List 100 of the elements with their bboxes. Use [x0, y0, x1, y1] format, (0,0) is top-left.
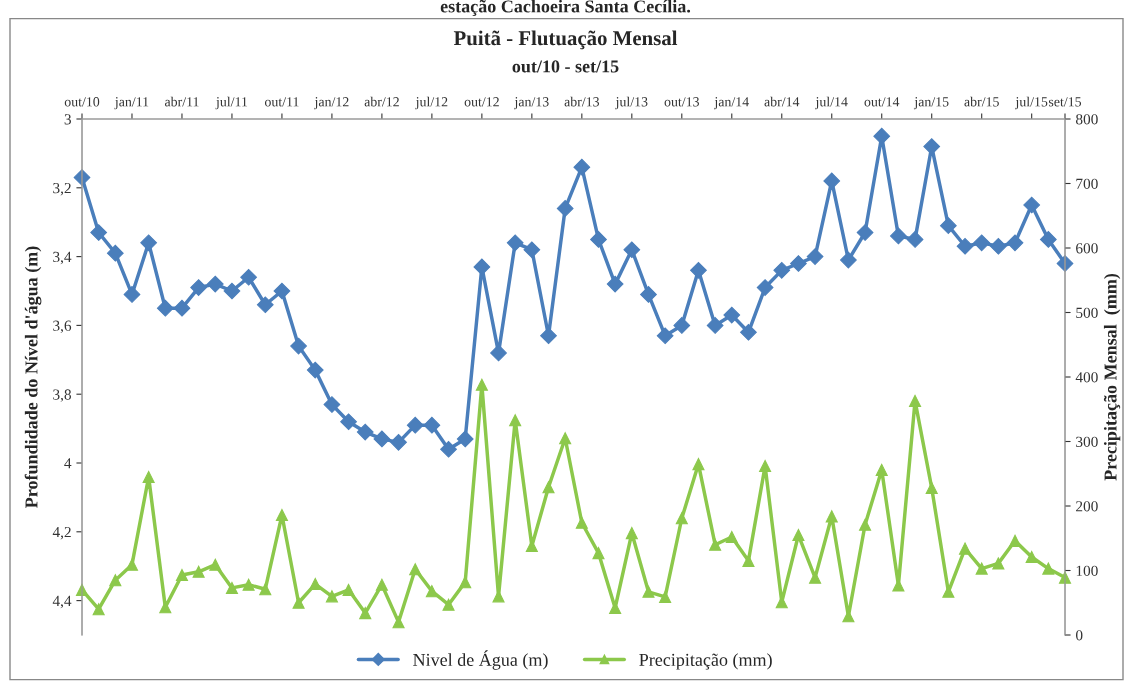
point — [140, 234, 158, 252]
point — [709, 538, 722, 551]
point — [192, 565, 205, 578]
x-tick-label: out/10 — [64, 97, 100, 107]
point — [306, 361, 324, 379]
x-tick-label: abr/13 — [564, 96, 600, 107]
chart-subtitle: out/10 - set/15 — [512, 60, 619, 73]
x-tick-label: jan/13 — [514, 97, 549, 110]
point — [875, 463, 888, 476]
y2-tick-label: 600 — [1076, 243, 1098, 254]
y2-tick-label: 700 — [1076, 178, 1098, 189]
point — [106, 244, 124, 262]
point — [989, 237, 1007, 255]
y2-tick-label: 500 — [1076, 307, 1098, 318]
point — [225, 581, 239, 594]
point — [706, 317, 724, 334]
point — [656, 327, 674, 345]
point — [275, 508, 289, 522]
point — [809, 571, 822, 584]
point — [592, 547, 605, 560]
point — [606, 275, 624, 293]
point — [173, 299, 191, 317]
point — [925, 481, 938, 495]
y-tick-label: 3,2 — [53, 182, 71, 196]
point — [109, 574, 122, 587]
legend-label: Precipitação (mm) — [639, 653, 772, 670]
legend-label: Nivel de Água (m) — [413, 650, 548, 670]
point — [209, 558, 222, 571]
point — [659, 590, 672, 604]
point — [956, 237, 974, 255]
point — [792, 528, 805, 542]
point — [325, 590, 338, 603]
point — [1008, 534, 1022, 547]
point — [625, 527, 638, 540]
y2-axis-title: Precipitação Mensal (mm) — [1103, 273, 1121, 481]
point — [773, 261, 791, 279]
point — [206, 275, 224, 293]
point — [790, 255, 807, 272]
point — [175, 568, 189, 582]
x-tick-label: jul/13 — [615, 96, 648, 110]
point — [392, 616, 405, 629]
point — [559, 432, 572, 445]
point — [240, 268, 257, 286]
point — [673, 317, 691, 334]
x-tick-label: abr/12 — [364, 96, 399, 107]
y-tick-label: 4,2 — [52, 526, 71, 540]
point — [423, 416, 441, 434]
point — [590, 231, 607, 248]
y-tick-label: 3 — [64, 114, 71, 125]
point — [342, 583, 355, 596]
x-tick-label: jul/11 — [215, 96, 248, 110]
y-tick-label: 4,4 — [52, 595, 72, 609]
y2-tick-label: 100 — [1076, 565, 1098, 576]
point — [1025, 550, 1038, 564]
x-tick-label: out/11 — [264, 97, 299, 107]
point — [92, 603, 105, 616]
point — [256, 296, 274, 314]
point — [575, 516, 588, 529]
point — [975, 562, 988, 575]
point — [540, 327, 557, 345]
point — [923, 138, 941, 155]
point — [406, 416, 424, 434]
point — [858, 518, 872, 531]
x-tick-label: abr/15 — [964, 96, 999, 107]
point — [573, 158, 591, 176]
point — [556, 200, 574, 217]
x-tick-label: jul/14 — [815, 96, 848, 110]
x-tick-label: out/13 — [664, 97, 699, 107]
point — [1042, 562, 1055, 575]
point — [906, 231, 924, 248]
y2-tick-label: 800 — [1076, 114, 1098, 125]
point — [840, 251, 857, 269]
point — [440, 440, 457, 458]
y-tick-label: 3,4 — [53, 251, 72, 265]
point — [290, 337, 307, 355]
point — [523, 241, 541, 259]
point — [90, 224, 108, 241]
x-tick-label: abr/14 — [764, 96, 800, 107]
point — [373, 430, 391, 448]
point — [856, 224, 874, 241]
point — [259, 583, 272, 596]
point — [992, 557, 1005, 570]
y2-tick-label: 400 — [1075, 372, 1098, 383]
point — [309, 577, 322, 591]
point — [125, 558, 139, 571]
point — [756, 279, 774, 296]
point — [542, 481, 555, 494]
y2-tick-label: 300 — [1076, 436, 1098, 447]
point — [973, 234, 991, 252]
y2-tick-label: 0 — [1076, 630, 1083, 641]
y-tick-label: 4 — [64, 458, 72, 469]
x-tick-label: jan/14 — [714, 97, 749, 110]
y-tick-label: 3,6 — [53, 320, 72, 334]
point — [375, 578, 388, 591]
point — [292, 596, 305, 609]
point — [359, 606, 372, 620]
point — [642, 585, 655, 598]
x-tick-label: out/14 — [864, 97, 900, 107]
point — [123, 286, 141, 303]
point — [675, 512, 688, 525]
